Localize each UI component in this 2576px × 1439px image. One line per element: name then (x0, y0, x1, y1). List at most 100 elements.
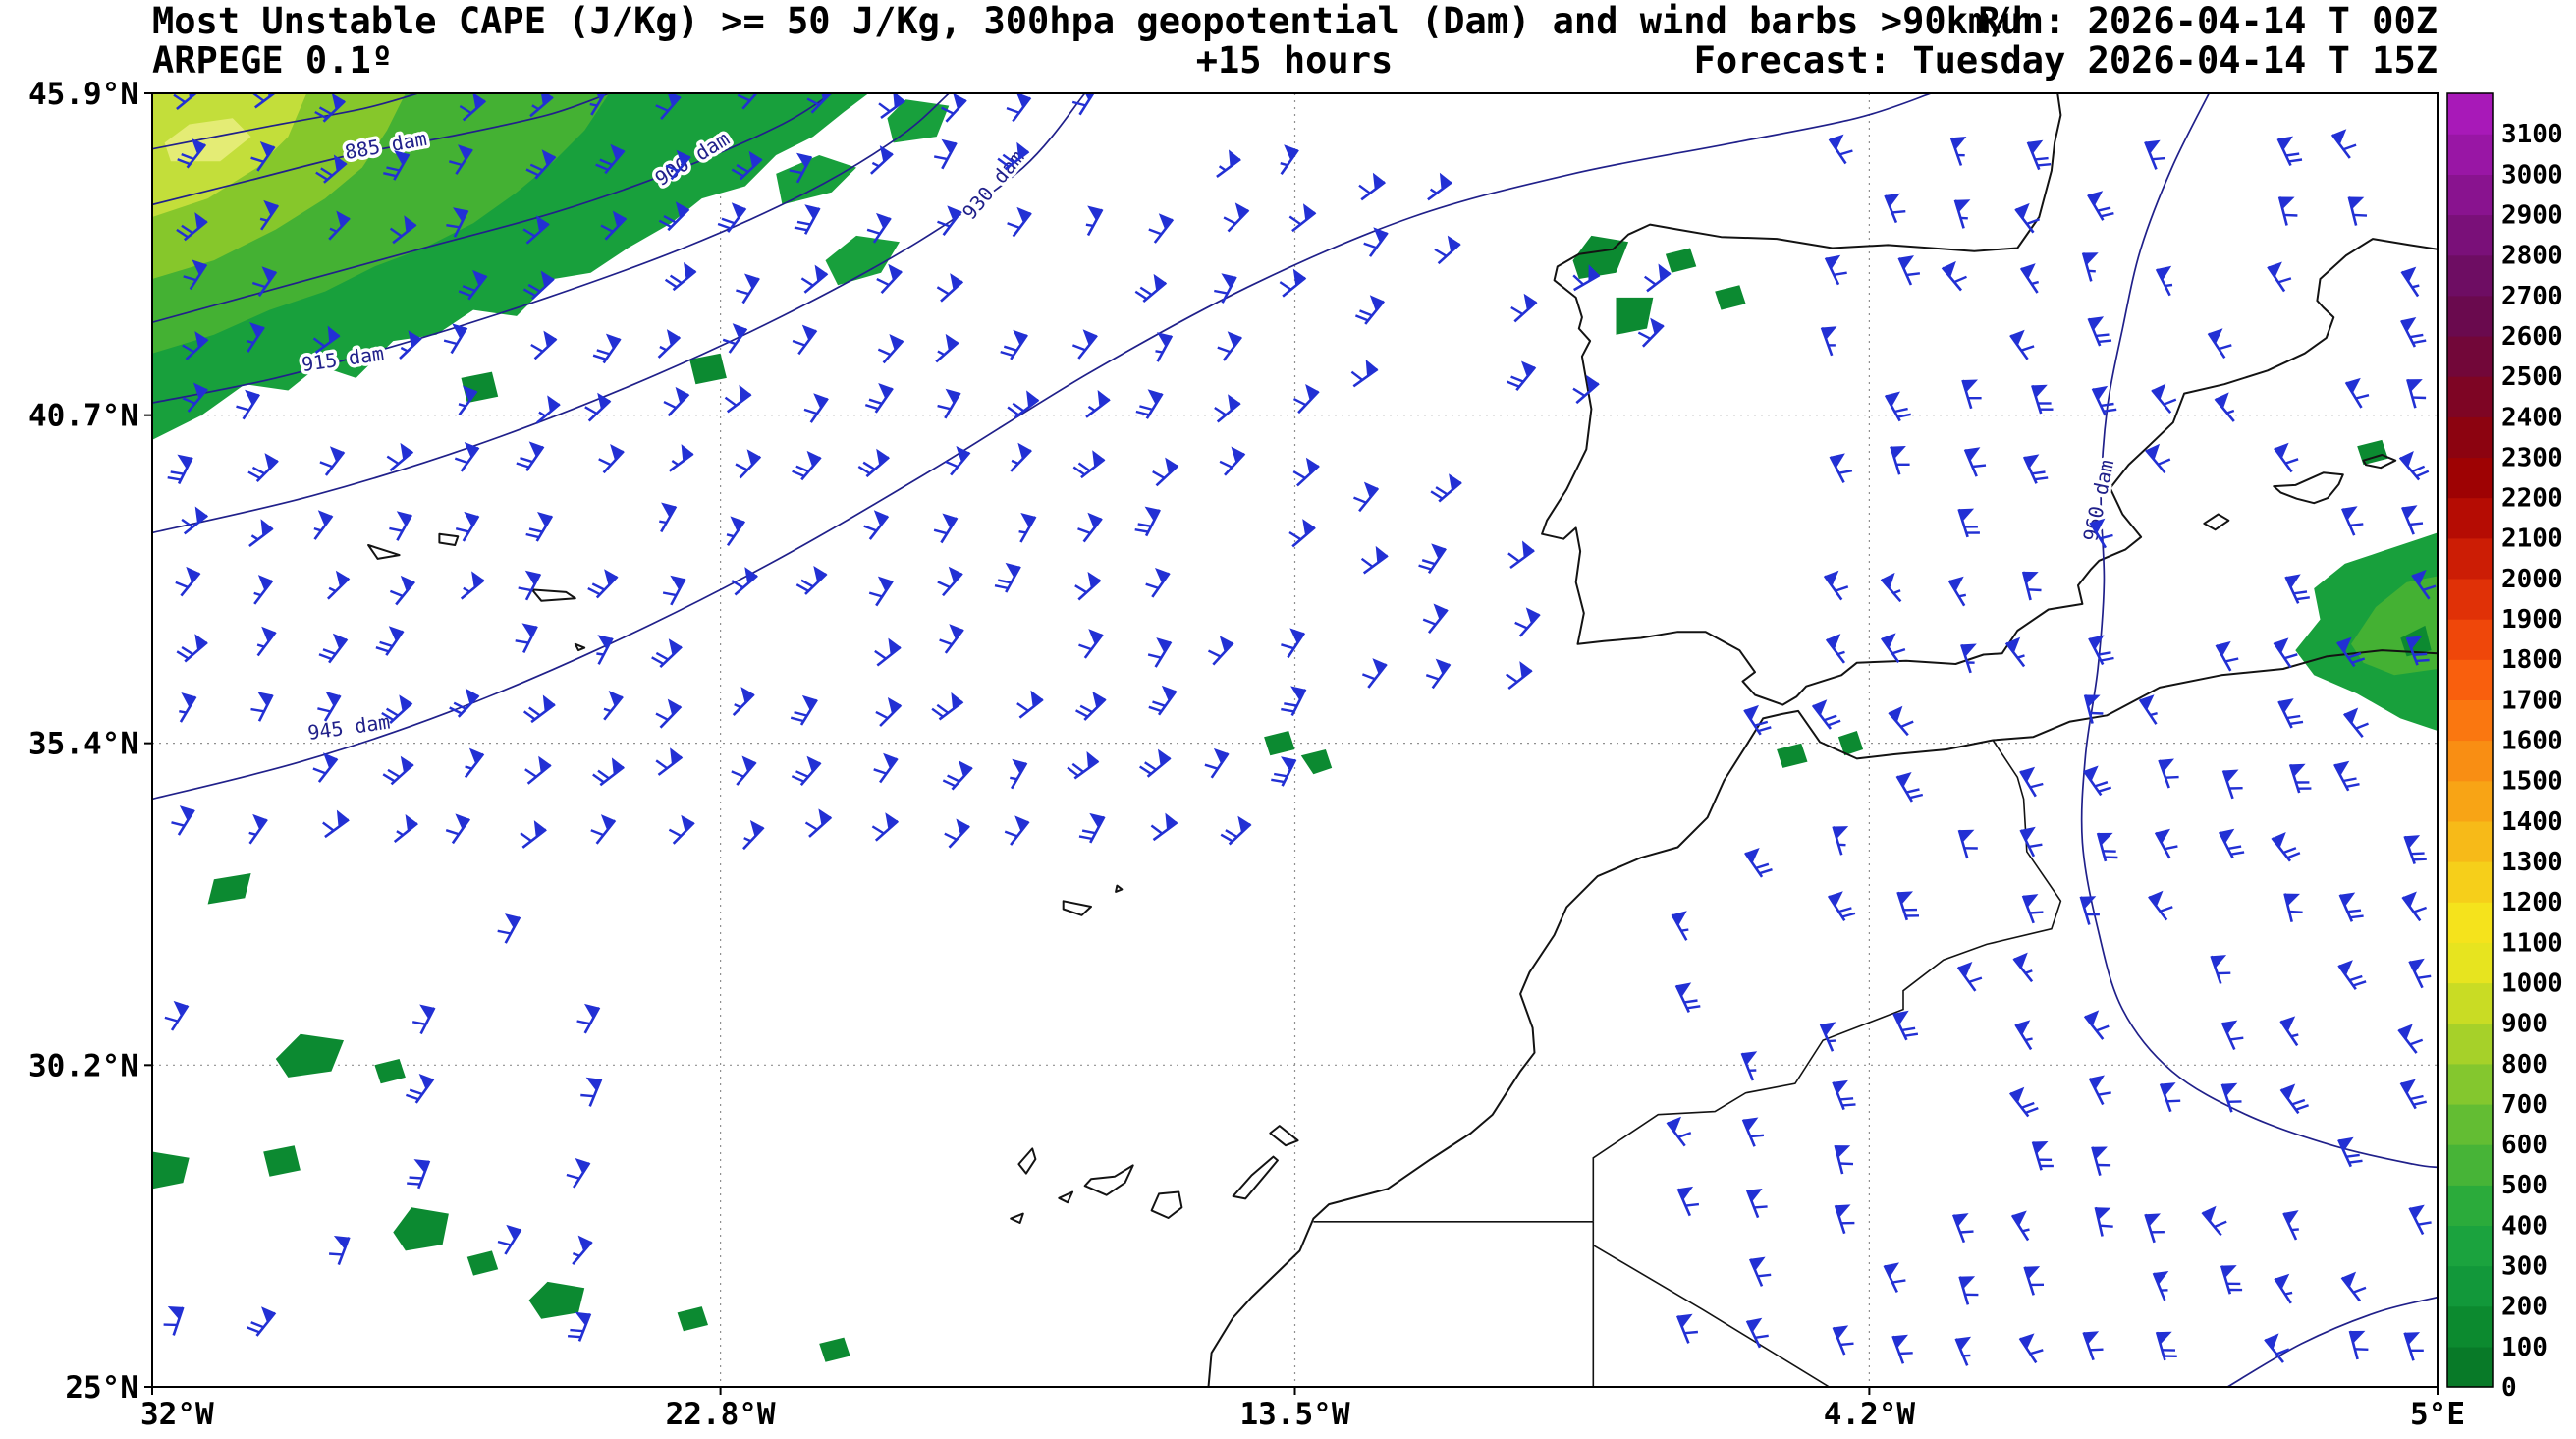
wind-barb (1957, 508, 1980, 538)
north-africa-coast (1207, 649, 2438, 1387)
mallorca (2273, 471, 2344, 505)
wind-barb (873, 752, 899, 784)
wind-barb (2288, 763, 2312, 794)
wind-barb (1675, 1313, 1699, 1344)
wind-barb (2279, 1016, 2299, 1047)
wind-barb (790, 694, 818, 726)
wind-barb (590, 814, 617, 845)
wind-barb (313, 510, 334, 540)
wind-barb (804, 808, 833, 838)
wind-barb (2019, 826, 2043, 858)
wind-barb (731, 567, 758, 596)
colorbar-tick-label: 1500 (2501, 767, 2563, 797)
wind-barb (603, 691, 624, 721)
wind-barb (1358, 172, 1386, 201)
geopotential-contour (152, 93, 950, 404)
cape-patch (825, 235, 900, 286)
wind-barb (1745, 1189, 1768, 1219)
colorbar-segment (2447, 780, 2493, 822)
colorbar-tick-label: 600 (2501, 1131, 2548, 1160)
wind-barb (1360, 545, 1389, 575)
wind-barb (2022, 454, 2049, 484)
wind-barb (868, 576, 894, 607)
wind-barb (665, 149, 691, 181)
wind-barb (1958, 1276, 1979, 1305)
model-name: ARPEGE 0.1º (152, 39, 394, 82)
colorbar-segment (2447, 1103, 2493, 1145)
wind-barb (458, 269, 488, 301)
wind-barb (1077, 512, 1103, 543)
wind-barb (1834, 1144, 1854, 1175)
terceira (438, 532, 460, 546)
wind-barb (393, 814, 418, 844)
wind-barb (1749, 1256, 1772, 1287)
wind-barb (592, 757, 625, 787)
wind-barb (1204, 747, 1230, 779)
wind-barb (568, 1311, 592, 1342)
colorbar-segment (2447, 1305, 2493, 1348)
wind-barb (1637, 317, 1665, 348)
wind-barb (1148, 685, 1178, 716)
colorbar-segment (2447, 861, 2493, 903)
wind-barb (176, 212, 208, 242)
wind-barb (181, 506, 209, 535)
x-tick-label: 32°W (140, 1397, 214, 1432)
colorbar: 0 100 200 300 400 500 600 700 800 900 1000 1100 1200… (2446, 92, 2563, 1403)
wind-barb (857, 448, 890, 478)
wind-barb (1292, 384, 1320, 415)
colorbar-tick-label: 2700 (2501, 282, 2563, 311)
colorbar-segment (2447, 1185, 2493, 1226)
wind-barb (1363, 227, 1389, 257)
cape-patch (374, 1059, 406, 1084)
wind-barb (2336, 636, 2366, 668)
wind-barb (1353, 481, 1380, 513)
wind-barb (2283, 893, 2303, 923)
wind-barb (935, 333, 959, 363)
wind-barb (726, 516, 746, 547)
wind-barb (1892, 1010, 1919, 1041)
wind-barb (1152, 457, 1179, 487)
wind-barb (2267, 261, 2292, 293)
lanzarote (1269, 1125, 1299, 1147)
wind-barb (2010, 1210, 2030, 1242)
wind-barb (1354, 295, 1386, 325)
wind-barb (1953, 199, 1971, 229)
wind-barb (2282, 1210, 2299, 1241)
wind-barb (1223, 202, 1250, 233)
wind-barb (576, 1003, 601, 1034)
wind-barb (2276, 136, 2303, 167)
wind-barb (1740, 1051, 1758, 1081)
wind-barb (2207, 328, 2232, 360)
colorbar-segment (2447, 214, 2493, 256)
wind-barb (525, 149, 557, 180)
wind-barb (2399, 1079, 2427, 1110)
wind-barb (2008, 1086, 2039, 1118)
wind-barb (662, 575, 686, 606)
wind-barb (2342, 707, 2369, 739)
wind-barb (598, 444, 625, 474)
wind-barb (2398, 451, 2430, 481)
wind-barb (1350, 360, 1379, 388)
colorbar-tick-label: 400 (2501, 1211, 2548, 1241)
wind-barb (871, 812, 900, 842)
wind-barb (522, 694, 556, 724)
colorbar-segment (2447, 1144, 2493, 1186)
wind-barb (1827, 891, 1856, 922)
wind-barb (580, 1077, 603, 1107)
wind-barb (314, 93, 347, 123)
colorbar-tick-label: 200 (2501, 1293, 2548, 1322)
colorbar-segment (2447, 497, 2493, 539)
wind-barb (2210, 955, 2231, 985)
wind-barb (2004, 636, 2026, 668)
colorbar-segment (2447, 982, 2493, 1024)
wind-barb (2021, 571, 2042, 601)
colorbar-tick-label: 800 (2501, 1050, 2548, 1079)
wind-barb (1085, 205, 1104, 237)
wind-barb (163, 1306, 185, 1336)
cape-patch (1837, 731, 1864, 756)
morocco-algeria-border (1592, 740, 2062, 1222)
wind-barb (2026, 139, 2052, 171)
wind-barb (2144, 139, 2165, 170)
wind-barb (600, 210, 628, 241)
cape-patch (1665, 248, 1697, 273)
